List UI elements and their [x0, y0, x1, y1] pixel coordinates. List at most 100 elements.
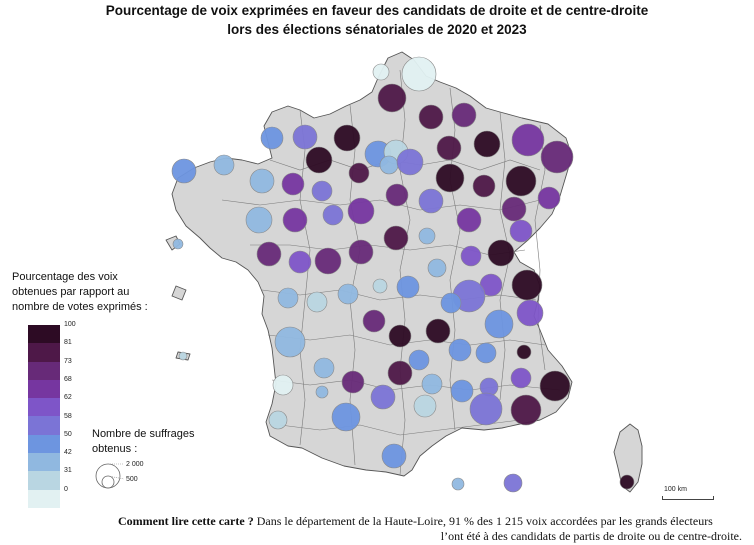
department-circle [385, 183, 409, 207]
color-swatch [28, 489, 60, 508]
department-circle [473, 130, 501, 158]
department-circle [348, 239, 374, 265]
department-circle [245, 206, 273, 234]
color-tick-label: 73 [64, 357, 72, 365]
department-circle [396, 148, 424, 176]
mainland-france [171, 51, 573, 477]
department-circle [281, 172, 305, 196]
department-circle [372, 63, 390, 81]
department-circle [333, 124, 361, 152]
department-circle [421, 373, 443, 395]
department-circle [619, 474, 635, 490]
department-circle [348, 162, 370, 184]
department-circle [282, 207, 308, 233]
department-circle [510, 394, 542, 426]
department-circle [401, 56, 437, 92]
color-swatch [28, 325, 60, 344]
color-swatch [28, 416, 60, 435]
department-circle [396, 275, 420, 299]
department-circle [313, 357, 335, 379]
color-tick-label: 62 [64, 394, 72, 402]
department-circle [418, 227, 436, 245]
color-tick-label: 100 [64, 321, 76, 328]
department-circle [381, 443, 407, 469]
department-circle [292, 124, 318, 150]
department-circle [383, 225, 409, 251]
color-swatch [28, 379, 60, 399]
department-circle [268, 410, 288, 430]
department-circle [435, 163, 465, 193]
department-circle [249, 168, 275, 194]
color-tick-label: 50 [64, 430, 72, 438]
department-circle [331, 402, 361, 432]
department-circle [501, 196, 527, 222]
department-circle [484, 309, 514, 339]
scale-label: 100 km [664, 486, 687, 493]
department-circle [337, 283, 359, 305]
caption-text1: Dans le département de la Haute-Loire, 9… [253, 514, 713, 528]
corsica [613, 423, 643, 493]
department-circle [288, 250, 312, 274]
proportional-symbols [171, 56, 635, 493]
department-circle [272, 374, 294, 396]
department-circle [539, 370, 571, 402]
department-circle [516, 344, 532, 360]
size-legend: 2 000 500 [95, 461, 144, 489]
department-circle [172, 238, 184, 250]
caption-question: Comment lire cette carte ? [118, 514, 254, 528]
department-circle [362, 309, 386, 333]
department-border [271, 379, 561, 391]
department-circle [427, 258, 447, 278]
department-circle [460, 245, 482, 267]
department-circle [440, 292, 462, 314]
department-circle [171, 158, 197, 184]
department-circle [370, 384, 396, 410]
department-circle [418, 104, 444, 130]
color-swatch [28, 343, 60, 362]
size-legend-title: Nombre de suffrages obtenus : [92, 428, 195, 455]
department-circle [256, 241, 282, 267]
size-circle-500 [101, 475, 115, 489]
department-circle [451, 477, 465, 491]
department-circle [315, 385, 329, 399]
color-tick-label: 0 [64, 485, 68, 493]
department-border [279, 419, 521, 436]
department-border [299, 109, 311, 446]
department-circle [456, 207, 482, 233]
department-circle [306, 291, 328, 313]
color-swatch [28, 453, 60, 472]
department-border [399, 69, 411, 476]
department-circle [511, 269, 543, 301]
department-border [221, 199, 541, 211]
color-tick-label: 68 [64, 375, 72, 383]
department-border [267, 334, 546, 346]
department-circle [341, 370, 365, 394]
color-tick-label: 81 [64, 339, 72, 347]
department-circle [511, 123, 545, 157]
department-circle [322, 204, 344, 226]
department-circle [379, 155, 399, 175]
caption-line1: Comment lire cette carte ? Dans le dépar… [118, 514, 713, 529]
color-tick-label: 58 [64, 412, 72, 420]
department-circle [472, 174, 496, 198]
island-belle-ile [171, 285, 187, 301]
department-circle [469, 392, 503, 426]
department-circle [213, 154, 235, 176]
department-circle [448, 338, 472, 362]
caption-line2: l’ont été à des candidats de partis de d… [440, 529, 742, 543]
department-circle [503, 473, 523, 493]
department-circle [451, 102, 477, 128]
department-circle [475, 342, 497, 364]
color-swatch [28, 434, 60, 454]
department-circle [305, 146, 333, 174]
france-land [165, 51, 643, 493]
department-circle [505, 165, 537, 197]
department-circle [516, 299, 544, 327]
department-circle [178, 351, 188, 361]
department-circle [537, 186, 561, 210]
color-legend-title: Pourcentage des voix obtenues par rappor… [12, 271, 148, 313]
map-title-line1: Pourcentage de voix exprimées en faveur … [105, 3, 649, 18]
color-swatch [28, 471, 60, 490]
color-tick-label: 42 [64, 449, 72, 457]
